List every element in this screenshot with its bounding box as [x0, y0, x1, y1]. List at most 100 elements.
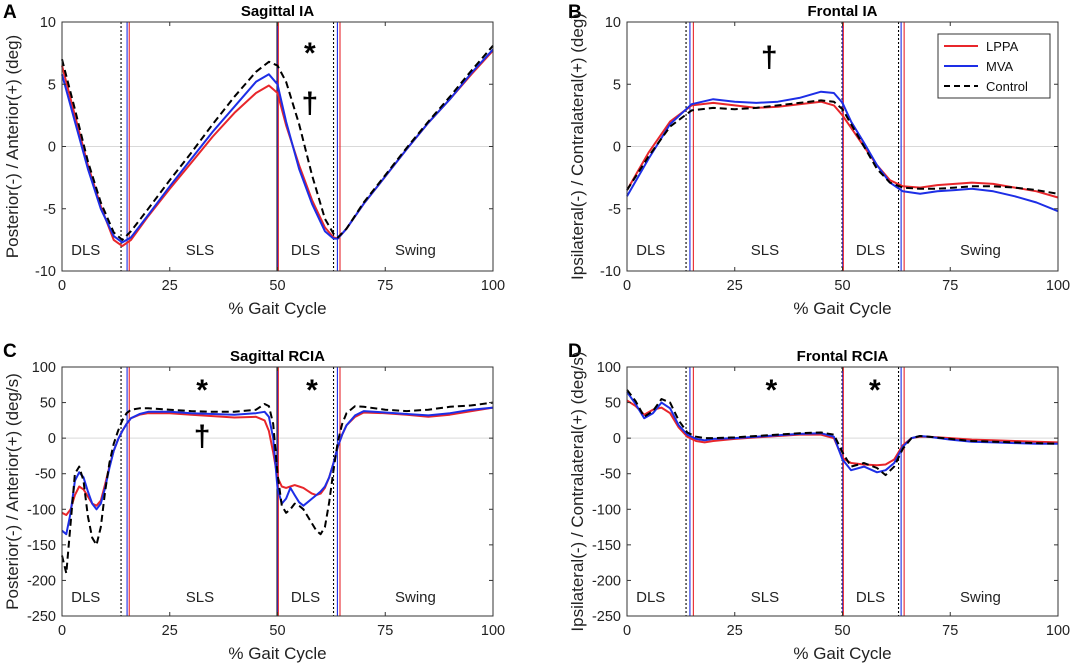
y-tick-label: -200	[592, 573, 621, 589]
y-tick-label: -200	[27, 573, 56, 589]
y-tick-label: 0	[613, 431, 621, 447]
x-tick-label: 0	[623, 278, 631, 294]
y-tick-label: -250	[27, 609, 56, 625]
y-tick-label: -50	[35, 467, 56, 483]
y-tick-label: 100	[597, 360, 621, 376]
x-axis-label: % Gait Cycle	[793, 644, 891, 663]
legend-label: LPPA	[986, 39, 1019, 54]
legend-label: Control	[986, 79, 1028, 94]
phase-label: Swing	[395, 242, 436, 259]
x-tick-label: 75	[377, 278, 393, 294]
panel-b: 0 25 50 75 100 -10 -5 0 5 10 Frontal IA B % Gait Cyc…	[568, 2, 1070, 318]
panel-a: 0 25 50 75 100 -10 -5 0 5 10 Sagittal IA A % Gait Cy…	[3, 2, 505, 318]
chart-title: Sagittal IA	[241, 3, 315, 20]
x-axis-label: % Gait Cycle	[228, 299, 326, 318]
chart-title: Frontal RCIA	[797, 348, 889, 365]
y-tick-label: -5	[43, 202, 56, 218]
x-tick-label: 100	[1046, 623, 1070, 639]
x-axis-label: % Gait Cycle	[228, 644, 326, 663]
y-tick-label: 50	[605, 396, 621, 412]
phase-label: DLS	[71, 589, 100, 606]
phase-label: DLS	[71, 242, 100, 259]
y-tick-label: -150	[27, 538, 56, 554]
phase-label: SLS	[751, 589, 779, 606]
phase-label: Swing	[960, 242, 1001, 259]
x-tick-label: 25	[162, 623, 178, 639]
x-tick-label: 0	[58, 623, 66, 639]
y-tick-label: 0	[48, 431, 56, 447]
x-axis-label: % Gait Cycle	[793, 299, 891, 318]
significance-marker: †	[194, 420, 211, 453]
x-tick-label: 100	[1046, 278, 1070, 294]
panel-c: 0 25 50 75 100 -250 -200 -150 -100 -50 0 50 100 Sagit…	[3, 341, 505, 663]
phase-label: DLS	[856, 589, 885, 606]
y-axis-label: Posterior(-) / Anterior(+) (deg/s)	[3, 373, 22, 610]
phase-label: DLS	[856, 242, 885, 259]
y-tick-label: 0	[48, 140, 56, 156]
y-tick-label: -50	[600, 467, 621, 483]
series-line-mva	[626, 90, 1059, 213]
significance-marker: †	[301, 87, 318, 120]
y-tick-label: -10	[35, 264, 56, 280]
phase-label: DLS	[636, 242, 665, 259]
y-tick-label: -150	[592, 538, 621, 554]
y-axis-label: Ipsilateral(-) / Contralateral(+) (deg)	[568, 13, 587, 280]
legend-label: MVA	[986, 59, 1014, 74]
x-tick-label: 50	[834, 623, 850, 639]
x-tick-label: 25	[727, 623, 743, 639]
significance-marker: *	[196, 374, 208, 407]
series-line-control	[626, 389, 1059, 477]
x-tick-label: 50	[269, 278, 285, 294]
phase-label: DLS	[291, 589, 320, 606]
y-tick-label: 0	[613, 140, 621, 156]
y-tick-label: 10	[40, 15, 56, 31]
legend-item-mva: MVA	[944, 59, 1014, 74]
y-tick-label: -250	[592, 609, 621, 625]
series-line-control	[61, 45, 494, 241]
x-tick-label: 0	[58, 278, 66, 294]
legend: LPPA MVA Control	[937, 33, 1051, 99]
x-tick-label: 25	[162, 278, 178, 294]
chart-title: Frontal IA	[808, 3, 878, 20]
phase-label: DLS	[636, 589, 665, 606]
panel-d: 0 25 50 75 100 -250 -200 -150 -100 -50 0 50 100 Front…	[568, 341, 1070, 663]
x-tick-label: 25	[727, 278, 743, 294]
series-line-control	[61, 401, 494, 575]
significance-marker: *	[766, 374, 778, 407]
x-tick-label: 75	[942, 278, 958, 294]
y-tick-label: 5	[613, 77, 621, 93]
phase-label: DLS	[291, 242, 320, 259]
x-tick-label: 100	[481, 278, 505, 294]
y-tick-label: 10	[605, 15, 621, 31]
legend-item-control: Control	[944, 79, 1028, 94]
series-line-control	[626, 99, 1059, 195]
significance-marker: †	[761, 41, 778, 74]
significance-marker: *	[304, 37, 316, 70]
y-axis-label: Posterior(-) / Anterior(+) (deg)	[3, 35, 22, 258]
y-tick-label: -5	[608, 202, 621, 218]
x-tick-label: 50	[834, 278, 850, 294]
y-tick-label: -100	[592, 502, 621, 518]
x-tick-label: 100	[481, 623, 505, 639]
phase-label: Swing	[395, 589, 436, 606]
y-tick-label: 100	[32, 360, 56, 376]
phase-label: SLS	[186, 242, 214, 259]
y-axis-label: Ipsilateral(-) / Contralateral(+) (deg/s…	[568, 351, 587, 631]
panel-letter: A	[3, 2, 17, 23]
x-tick-label: 75	[377, 623, 393, 639]
phase-label: SLS	[751, 242, 779, 259]
phase-label: SLS	[186, 589, 214, 606]
series-line-lppa	[626, 100, 1059, 199]
series-line-mva	[61, 406, 494, 536]
x-tick-label: 50	[269, 623, 285, 639]
phase-label: Swing	[960, 589, 1001, 606]
y-tick-label: 5	[48, 77, 56, 93]
panel-letter: D	[568, 341, 582, 362]
y-tick-label: -100	[27, 502, 56, 518]
legend-item-lppa: LPPA	[944, 39, 1019, 54]
panel-letter: B	[568, 2, 582, 23]
chart-title: Sagittal RCIA	[230, 348, 325, 365]
y-tick-label: -10	[600, 264, 621, 280]
x-tick-label: 0	[623, 623, 631, 639]
